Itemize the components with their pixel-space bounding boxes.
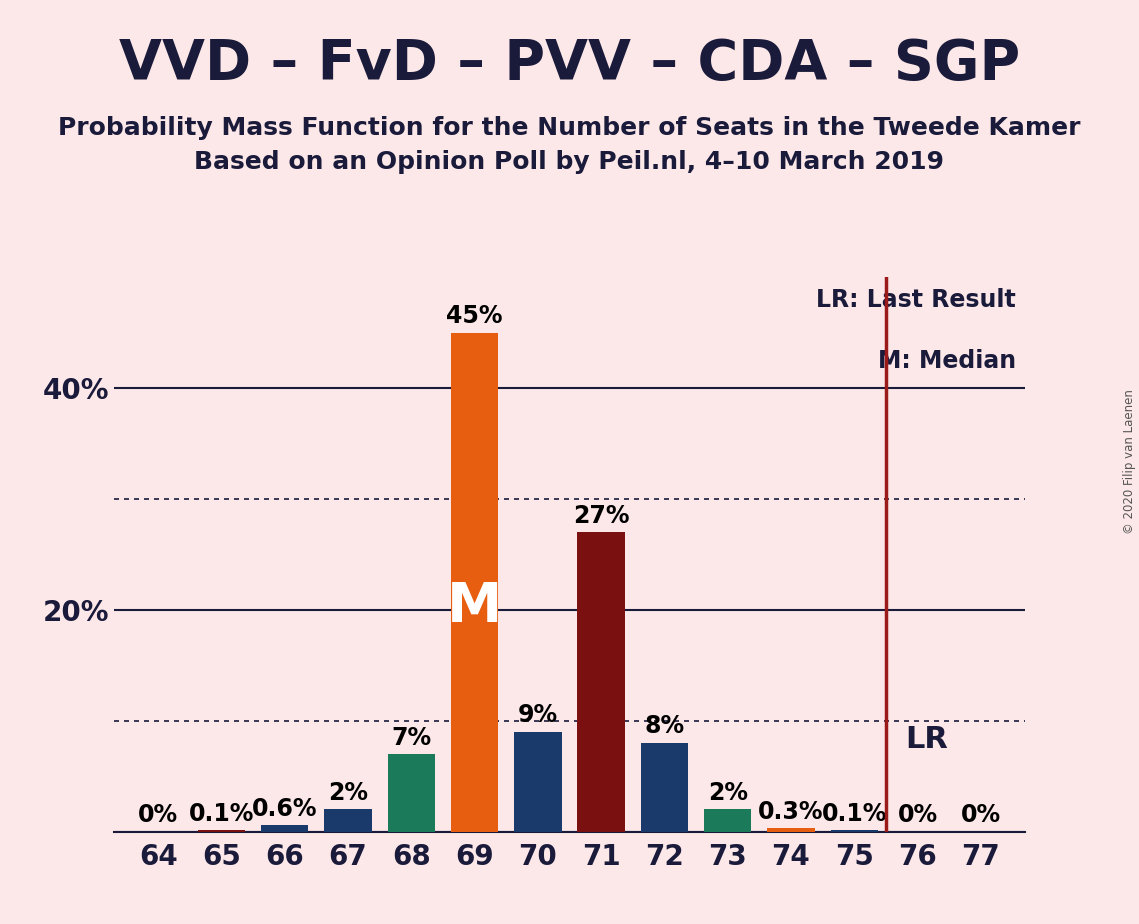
Text: M: Median: M: Median bbox=[878, 349, 1016, 373]
Bar bbox=[640, 743, 688, 832]
Bar bbox=[387, 754, 435, 832]
Bar bbox=[198, 831, 245, 832]
Bar bbox=[768, 828, 814, 832]
Text: 0%: 0% bbox=[898, 803, 937, 827]
Text: 45%: 45% bbox=[446, 304, 502, 328]
Text: LR: Last Result: LR: Last Result bbox=[817, 288, 1016, 312]
Bar bbox=[261, 825, 309, 832]
Text: 2%: 2% bbox=[328, 781, 368, 805]
Bar bbox=[577, 532, 625, 832]
Text: 0.1%: 0.1% bbox=[189, 802, 254, 826]
Text: LR: LR bbox=[904, 725, 948, 754]
Text: © 2020 Filip van Laenen: © 2020 Filip van Laenen bbox=[1123, 390, 1137, 534]
Text: 0%: 0% bbox=[138, 803, 179, 827]
Text: M: M bbox=[446, 580, 502, 634]
Bar bbox=[830, 831, 878, 832]
Text: VVD – FvD – PVV – CDA – SGP: VVD – FvD – PVV – CDA – SGP bbox=[118, 37, 1021, 91]
Bar bbox=[325, 809, 371, 832]
Text: 8%: 8% bbox=[645, 714, 685, 738]
Text: 0.6%: 0.6% bbox=[252, 796, 318, 821]
Text: Based on an Opinion Poll by Peil.nl, 4–10 March 2019: Based on an Opinion Poll by Peil.nl, 4–1… bbox=[195, 150, 944, 174]
Text: 0%: 0% bbox=[960, 803, 1001, 827]
Text: 0.3%: 0.3% bbox=[759, 800, 823, 824]
Text: 27%: 27% bbox=[573, 504, 630, 528]
Bar bbox=[451, 333, 499, 832]
Text: 7%: 7% bbox=[391, 725, 432, 749]
Text: Probability Mass Function for the Number of Seats in the Tweede Kamer: Probability Mass Function for the Number… bbox=[58, 116, 1081, 140]
Text: 0.1%: 0.1% bbox=[821, 802, 887, 826]
Bar bbox=[514, 732, 562, 832]
Text: 9%: 9% bbox=[518, 703, 558, 727]
Bar bbox=[704, 809, 752, 832]
Text: 2%: 2% bbox=[707, 781, 747, 805]
